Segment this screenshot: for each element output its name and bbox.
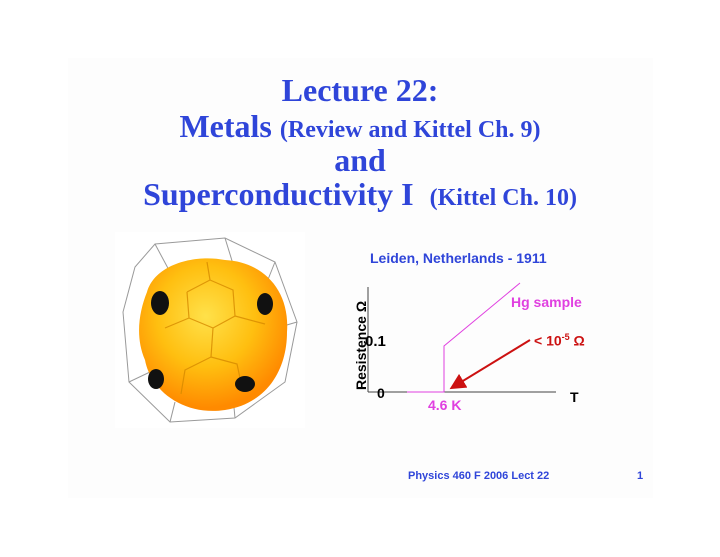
resistance-annotation: < 10-5 Ω bbox=[534, 332, 585, 349]
title-line-1: Lecture 22: bbox=[281, 72, 439, 108]
y-axis-label: Resistence Ω bbox=[353, 300, 369, 390]
footer-course: Physics 460 F 2006 Lect 22 bbox=[408, 470, 550, 482]
graph-heading: Leiden, Netherlands - 1911 bbox=[370, 250, 547, 266]
y-tick-0: 0 bbox=[377, 385, 385, 401]
page-number: 1 bbox=[637, 470, 644, 482]
x-axis-label: T bbox=[570, 389, 579, 405]
title-line-4: Superconductivity I (Kittel Ch. 10) bbox=[143, 176, 577, 212]
fermi-surface-polyhedron-icon bbox=[122, 237, 298, 423]
critical-temperature-label: 4.6 K bbox=[428, 397, 462, 413]
fermi-surface-figure bbox=[115, 232, 305, 428]
y-tick-0-1: 0.1 bbox=[365, 333, 386, 350]
hg-resistance-curve bbox=[407, 282, 521, 393]
series-label: Hg sample bbox=[511, 294, 582, 310]
drop-arrow bbox=[449, 339, 531, 390]
title-line-3: and bbox=[334, 142, 386, 178]
title-line-2: Metals (Review and Kittel Ch. 9) bbox=[179, 108, 541, 144]
